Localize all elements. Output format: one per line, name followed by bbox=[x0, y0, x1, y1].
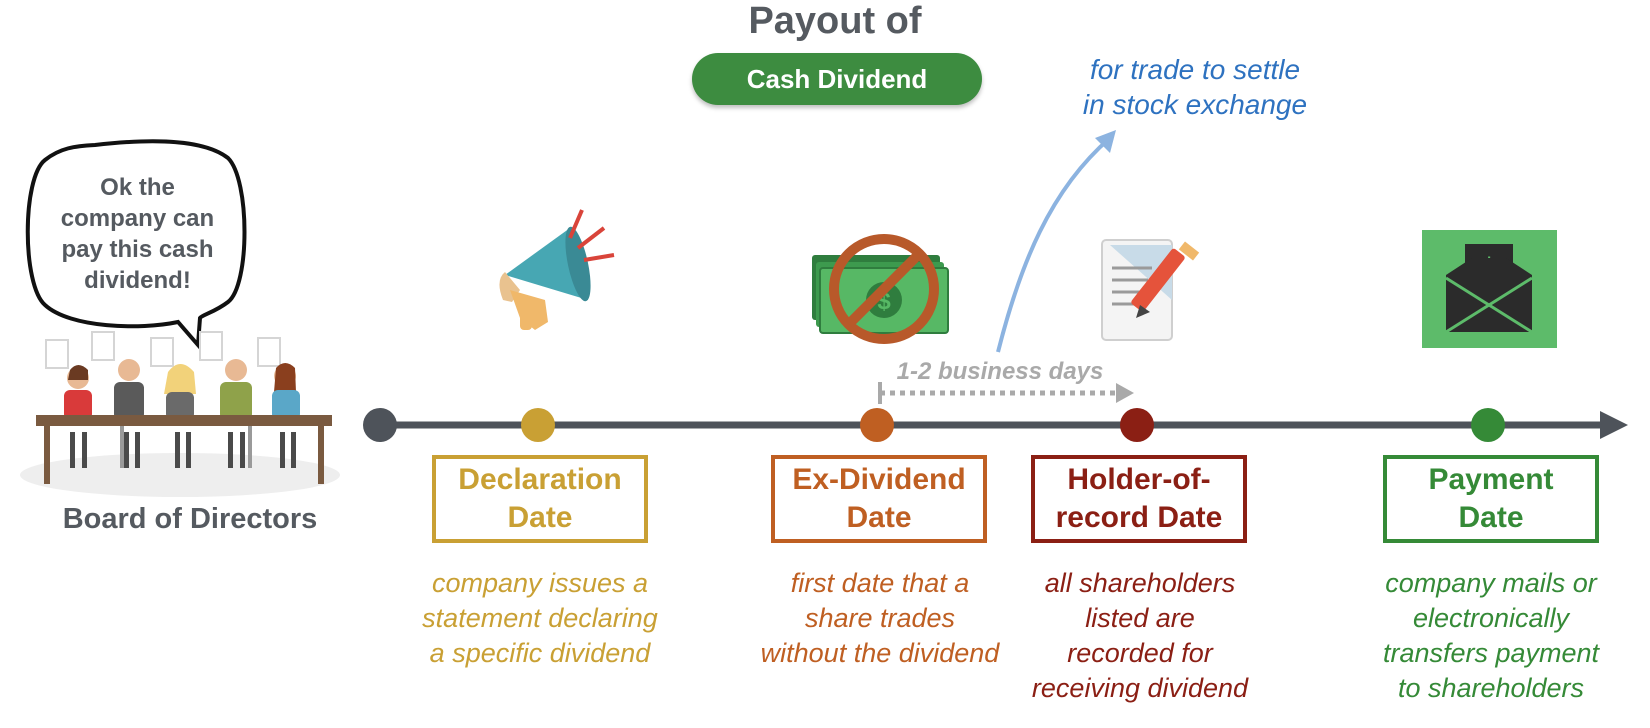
business-days-arrowhead bbox=[1116, 383, 1134, 403]
speech-line: Ok the bbox=[100, 174, 175, 201]
cash-dividend-pill: Cash Dividend bbox=[692, 53, 982, 105]
board-of-directors-label: Board of Directors bbox=[62, 503, 318, 535]
desc-line: share trades bbox=[804, 603, 956, 633]
speech-bubble bbox=[25, 139, 247, 350]
timeline-start-dot bbox=[363, 408, 397, 442]
box-title-line: Ex-Dividend bbox=[792, 463, 966, 496]
desc-line: all shareholders bbox=[1044, 568, 1236, 598]
desc-line: company issues a bbox=[431, 568, 649, 598]
no-cash-icon: $ bbox=[812, 234, 949, 344]
diagram-title: Payout of bbox=[748, 0, 922, 42]
declaration-dot bbox=[521, 408, 555, 442]
desc-line: to shareholders bbox=[1397, 673, 1585, 703]
desc-line: company mails or bbox=[1385, 568, 1597, 598]
ex-dividend-date-box: Ex-Dividend Date bbox=[771, 455, 987, 543]
box-title-line: Date bbox=[1458, 501, 1524, 534]
settle-line-1: for trade to settle bbox=[1089, 54, 1301, 85]
payment-date-box: Payment Date bbox=[1383, 455, 1599, 543]
desc-line: receiving dividend bbox=[1031, 673, 1249, 703]
box-title-line: Declaration bbox=[458, 463, 622, 496]
box-title-line: Date bbox=[846, 501, 912, 534]
desc-line: first date that a bbox=[790, 568, 970, 598]
speech-line: dividend! bbox=[84, 267, 191, 294]
settle-arrowhead bbox=[1095, 130, 1116, 153]
box-title-line: Payment bbox=[1428, 463, 1554, 496]
timeline-arrowhead bbox=[1600, 411, 1628, 439]
speech-text: Ok the company can pay this cash dividen… bbox=[40, 172, 235, 296]
speech-line: company can bbox=[60, 205, 215, 232]
desc-line: without the dividend bbox=[760, 638, 1000, 668]
board-illustration bbox=[20, 331, 340, 497]
declaration-description: company issues a statement declaring a s… bbox=[395, 566, 685, 671]
envelope-money-icon: $ bbox=[1422, 230, 1557, 348]
desc-line: electronically bbox=[1412, 603, 1570, 633]
settle-annotation: for trade to settle in stock exchange bbox=[1040, 52, 1350, 122]
holder-of-record-description: all shareholders listed are recorded for… bbox=[995, 566, 1285, 706]
payment-description: company mails or electronically transfer… bbox=[1346, 566, 1636, 706]
desc-line: transfers payment bbox=[1382, 638, 1600, 668]
desc-line: a specific dividend bbox=[429, 638, 651, 668]
box-title-line: Holder-of- bbox=[1067, 463, 1211, 496]
megaphone-icon bbox=[499, 209, 615, 330]
business-days-label: 1-2 business days bbox=[896, 358, 1104, 385]
holder-of-record-date-box: Holder-of- record Date bbox=[1031, 455, 1247, 543]
speech-line: pay this cash bbox=[61, 236, 214, 263]
payment-dot bbox=[1471, 408, 1505, 442]
desc-line: recorded for bbox=[1067, 638, 1213, 668]
ex-dividend-dot bbox=[860, 408, 894, 442]
settle-curve-arrow bbox=[996, 136, 1112, 353]
desc-line: statement declaring bbox=[422, 603, 658, 633]
desc-line: listed are bbox=[1085, 603, 1195, 633]
document-signing-icon bbox=[1101, 239, 1200, 341]
ex-dividend-description: first date that a share trades without t… bbox=[735, 566, 1025, 671]
box-title-line: Date bbox=[507, 501, 573, 534]
holder-of-record-dot bbox=[1120, 408, 1154, 442]
declaration-date-box: Declaration Date bbox=[432, 455, 648, 543]
settle-line-2: in stock exchange bbox=[1082, 89, 1308, 120]
box-title-line: record Date bbox=[1055, 501, 1223, 534]
